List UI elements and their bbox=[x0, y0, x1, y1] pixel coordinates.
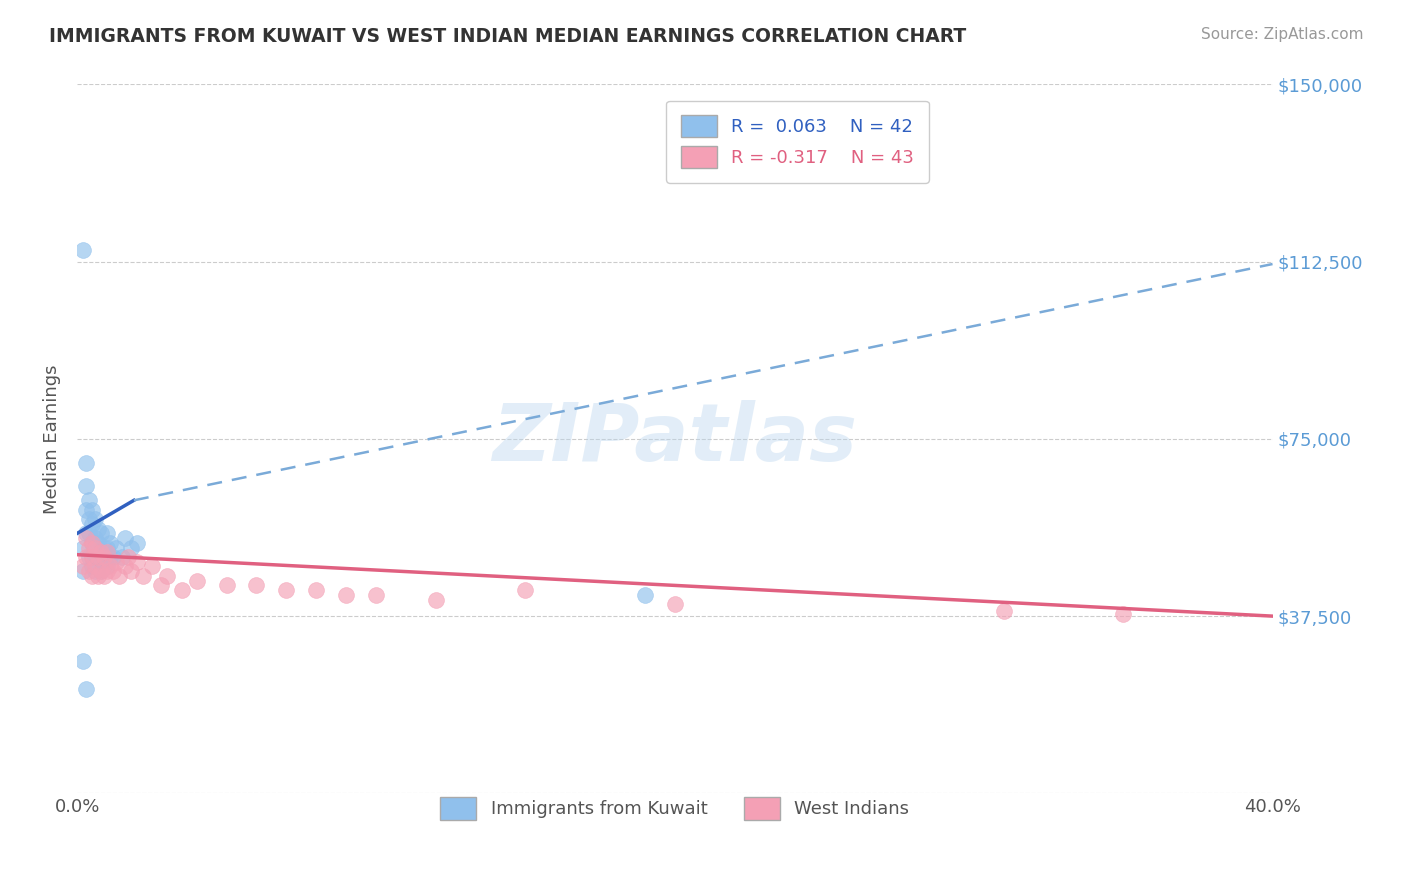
Point bbox=[664, 597, 686, 611]
Point bbox=[96, 564, 118, 578]
Point bbox=[117, 549, 139, 564]
Point bbox=[77, 493, 100, 508]
Point bbox=[80, 559, 103, 574]
Legend: Immigrants from Kuwait, West Indians: Immigrants from Kuwait, West Indians bbox=[426, 783, 924, 834]
Point bbox=[75, 682, 97, 697]
Point bbox=[87, 536, 110, 550]
Point bbox=[149, 578, 172, 592]
Point bbox=[305, 583, 328, 598]
Point bbox=[80, 549, 103, 564]
Point bbox=[108, 569, 131, 583]
Point bbox=[98, 559, 121, 574]
Point bbox=[215, 578, 238, 592]
Point bbox=[72, 559, 94, 574]
Point bbox=[84, 512, 107, 526]
Point bbox=[87, 522, 110, 536]
Point bbox=[245, 578, 267, 592]
Point bbox=[156, 569, 179, 583]
Point bbox=[93, 541, 115, 555]
Point bbox=[90, 545, 112, 559]
Point bbox=[87, 549, 110, 564]
Point bbox=[425, 592, 447, 607]
Point bbox=[101, 564, 124, 578]
Point bbox=[114, 531, 136, 545]
Point bbox=[276, 583, 298, 598]
Point bbox=[77, 512, 100, 526]
Point bbox=[84, 564, 107, 578]
Point bbox=[90, 564, 112, 578]
Point bbox=[72, 243, 94, 257]
Point bbox=[335, 588, 357, 602]
Point bbox=[125, 536, 148, 550]
Point bbox=[90, 545, 112, 559]
Point bbox=[80, 569, 103, 583]
Point bbox=[132, 569, 155, 583]
Point bbox=[98, 536, 121, 550]
Text: Source: ZipAtlas.com: Source: ZipAtlas.com bbox=[1201, 27, 1364, 42]
Point bbox=[72, 564, 94, 578]
Point bbox=[120, 564, 142, 578]
Point bbox=[77, 549, 100, 564]
Point bbox=[96, 541, 118, 555]
Point bbox=[75, 503, 97, 517]
Point bbox=[104, 555, 127, 569]
Y-axis label: Median Earnings: Median Earnings bbox=[44, 364, 60, 514]
Point bbox=[84, 531, 107, 545]
Point bbox=[93, 549, 115, 564]
Point bbox=[77, 564, 100, 578]
Point bbox=[75, 531, 97, 545]
Point bbox=[96, 559, 118, 574]
Point bbox=[75, 549, 97, 564]
Point bbox=[75, 526, 97, 541]
Point bbox=[104, 541, 127, 555]
Point bbox=[90, 526, 112, 541]
Point bbox=[96, 526, 118, 541]
Point bbox=[87, 549, 110, 564]
Text: ZIPatlas: ZIPatlas bbox=[492, 400, 858, 478]
Point bbox=[87, 569, 110, 583]
Point bbox=[111, 549, 134, 564]
Point bbox=[993, 604, 1015, 618]
Point bbox=[80, 503, 103, 517]
Point bbox=[120, 541, 142, 555]
Text: IMMIGRANTS FROM KUWAIT VS WEST INDIAN MEDIAN EARNINGS CORRELATION CHART: IMMIGRANTS FROM KUWAIT VS WEST INDIAN ME… bbox=[49, 27, 966, 45]
Point bbox=[93, 559, 115, 574]
Point bbox=[114, 559, 136, 574]
Point bbox=[75, 479, 97, 493]
Point bbox=[80, 536, 103, 550]
Point bbox=[77, 526, 100, 541]
Point bbox=[1112, 607, 1135, 621]
Point bbox=[170, 583, 193, 598]
Point bbox=[80, 549, 103, 564]
Point bbox=[80, 536, 103, 550]
Point bbox=[101, 549, 124, 564]
Point bbox=[84, 541, 107, 555]
Point bbox=[364, 588, 387, 602]
Point bbox=[515, 583, 537, 598]
Point bbox=[72, 541, 94, 555]
Point bbox=[186, 574, 208, 588]
Point bbox=[75, 456, 97, 470]
Point bbox=[96, 545, 118, 559]
Point bbox=[80, 516, 103, 531]
Point bbox=[84, 549, 107, 564]
Point bbox=[72, 654, 94, 668]
Point bbox=[77, 541, 100, 555]
Point bbox=[93, 569, 115, 583]
Point bbox=[84, 559, 107, 574]
Point bbox=[634, 588, 657, 602]
Point bbox=[125, 555, 148, 569]
Point bbox=[141, 559, 163, 574]
Point bbox=[98, 549, 121, 564]
Point bbox=[90, 564, 112, 578]
